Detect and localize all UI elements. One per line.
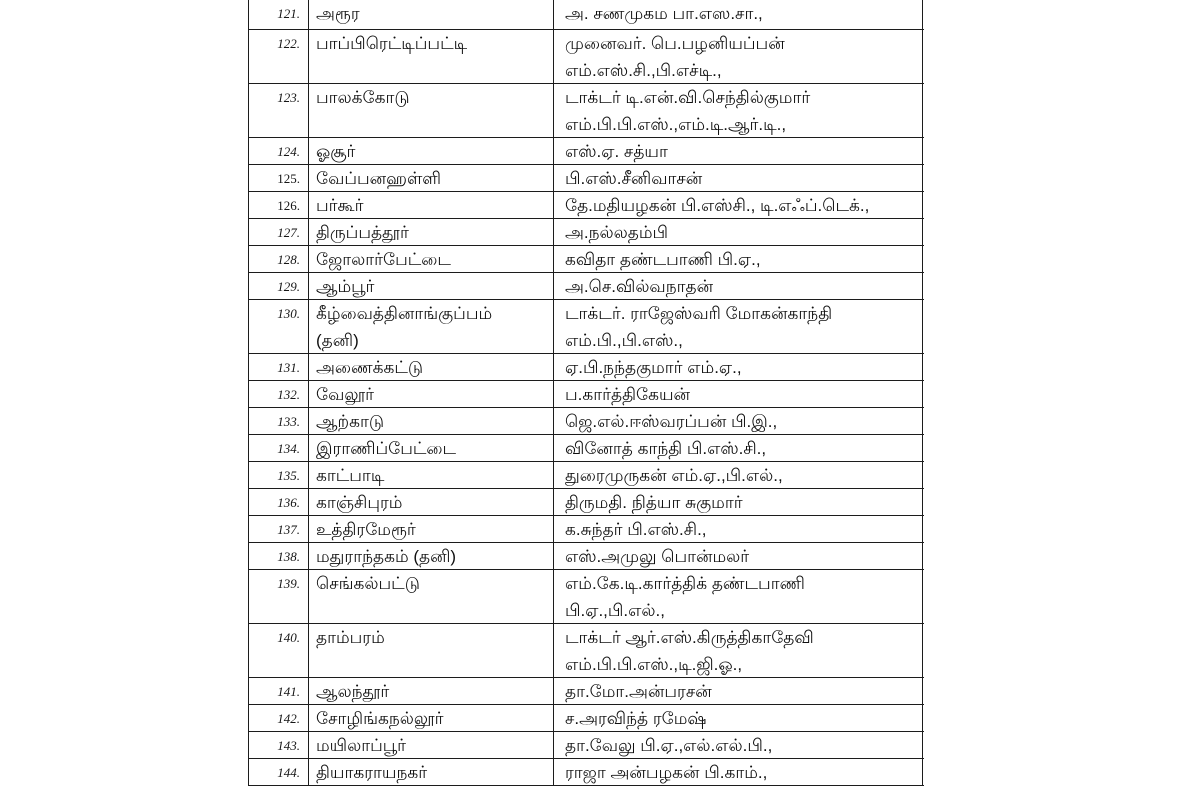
candidate-cell: பி.எஸ்.சீனிவாசன் [554,165,923,191]
constituency-cell: ஓசூர் [309,138,554,164]
candidate-cell: டாக்டர் ஆர்.எஸ்.கிருத்திகாதேவி எம்.பி.பி… [554,624,923,677]
table-row: 128. ஜோலார்பேட்டை கவிதா தண்டபாணி பி.ஏ., [249,246,924,273]
table-row: 134. இராணிப்பேட்டை வினோத் காந்தி பி.எஸ்.… [249,435,924,462]
table-row: 140. தாம்பரம் டாக்டர் ஆர்.எஸ்.கிருத்திகா… [249,624,924,678]
serial-cell: 142. [249,705,309,731]
candidate-cell: எஸ்.ஏ. சத்யா [554,138,923,164]
candidate-cell: தா.வேலு பி.ஏ.,எல்.எல்.பி., [554,732,923,758]
serial-cell: 130. [249,300,309,353]
serial-cell: 126. [249,192,309,218]
constituency-cell: ஆம்பூர் [309,273,554,299]
constituency-cell: சோழிங்கநல்லூர் [309,705,554,731]
constituency-cell: மயிலாப்பூர் [309,732,554,758]
candidate-cell: துரைமுருகன் எம்.ஏ.,பி.எல்., [554,462,923,488]
candidate-cell: தா.மோ.அன்பரசன் [554,678,923,704]
constituency-cell: ஆற்காடு [309,408,554,434]
constituency-cell: செங்கல்பட்டு [309,570,554,623]
serial-cell: 143. [249,732,309,758]
candidate-cell: க.சுந்தர் பி.எஸ்.சி., [554,516,923,542]
table-row: 139. செங்கல்பட்டு எம்.கே.டி.கார்த்திக் த… [249,570,924,624]
serial-cell: 125. [249,165,309,191]
candidate-cell: கவிதா தண்டபாணி பி.ஏ., [554,246,923,272]
candidate-cell: தே.மதியழகன் பி.எஸ்சி., டி.எஃப்.டெக்., [554,192,923,218]
serial-cell: 129. [249,273,309,299]
serial-cell: 133. [249,408,309,434]
constituency-cell: பாலக்கோடு [309,84,554,137]
table-row: 138. மதுராந்தகம் (தனி) எஸ்.அமுலு பொன்மலர… [249,543,924,570]
table-row: 127. திருப்பத்தூர் அ.நல்லதம்பி [249,219,924,246]
table-row: 141. ஆலந்தூர் தா.மோ.அன்பரசன் [249,678,924,705]
serial-cell: 131. [249,354,309,380]
constituency-cell: தியாகராயநகர் [309,759,554,785]
table-row: 121. அரூர அ. சணமுகம பா.எஸ.சா., [249,0,924,30]
constituency-cell: இராணிப்பேட்டை [309,435,554,461]
serial-cell: 128. [249,246,309,272]
table-row: 125. வேப்பனஹள்ளி பி.எஸ்.சீனிவாசன் [249,165,924,192]
serial-cell: 139. [249,570,309,623]
serial-cell: 132. [249,381,309,407]
candidate-cell: டாக்டர். ராஜேஸ்வரி மோகன்காந்தி எம்.பி.,ப… [554,300,923,353]
candidate-cell: ஏ.பி.நந்தகுமார் எம்.ஏ., [554,354,923,380]
serial-cell: 136. [249,489,309,515]
constituency-cell: ஜோலார்பேட்டை [309,246,554,272]
candidate-cell: அ. சணமுகம பா.எஸ.சா., [554,0,923,29]
candidate-cell: ச.அரவிந்த் ரமேஷ் [554,705,923,731]
constituency-cell: ஆலந்தூர் [309,678,554,704]
serial-cell: 134. [249,435,309,461]
candidate-cell: வினோத் காந்தி பி.எஸ்.சி., [554,435,923,461]
candidate-cell: எஸ்.அமுலு பொன்மலர் [554,543,923,569]
candidate-cell: ராஜா அன்பழகன் பி.காம்., [554,759,923,785]
serial-cell: 137. [249,516,309,542]
constituency-cell: மதுராந்தகம் (தனி) [309,543,554,569]
serial-cell: 140. [249,624,309,677]
constituency-cell: வேலூர் [309,381,554,407]
serial-cell: 144. [249,759,309,785]
candidate-cell: எம்.கே.டி.கார்த்திக் தண்டபாணி பி.ஏ.,பி.எ… [554,570,923,623]
constituency-cell: அணைக்கட்டு [309,354,554,380]
candidate-cell: ப.கார்த்திகேயன் [554,381,923,407]
serial-cell: 127. [249,219,309,245]
table-row: 137. உத்திரமேரூர் க.சுந்தர் பி.எஸ்.சி., [249,516,924,543]
constituency-cell: அரூர [309,0,554,29]
serial-cell: 135. [249,462,309,488]
candidate-table: 121. அரூர அ. சணமுகம பா.எஸ.சா., 122. பாப்… [248,0,924,786]
constituency-cell: தாம்பரம் [309,624,554,677]
table-row: 144. தியாகராயநகர் ராஜா அன்பழகன் பி.காம்.… [249,759,924,786]
constituency-cell: கீழ்வைத்தினாங்குப்பம் (தனி) [309,300,554,353]
table-row: 132. வேலூர் ப.கார்த்திகேயன் [249,381,924,408]
candidate-cell: முனைவர். பெ.பழனியப்பன் எம்.எஸ்.சி.,பி.எச… [554,30,923,83]
candidate-cell: டாக்டர் டி.என்.வி.செந்தில்குமார் எம்.பி.… [554,84,923,137]
constituency-cell: காஞ்சிபுரம் [309,489,554,515]
constituency-cell: வேப்பனஹள்ளி [309,165,554,191]
constituency-cell: உத்திரமேரூர் [309,516,554,542]
table-row: 130. கீழ்வைத்தினாங்குப்பம் (தனி) டாக்டர்… [249,300,924,354]
candidate-cell: ஜெ.எல்.ஈஸ்வரப்பன் பி.இ., [554,408,923,434]
constituency-cell: திருப்பத்தூர் [309,219,554,245]
candidate-cell: திருமதி. நித்யா சுகுமார் [554,489,923,515]
serial-cell: 121. [249,0,309,29]
table-row: 136. காஞ்சிபுரம் திருமதி. நித்யா சுகுமார… [249,489,924,516]
constituency-cell: காட்பாடி [309,462,554,488]
serial-cell: 124. [249,138,309,164]
serial-cell: 122. [249,30,309,83]
table-row: 126. பர்கூர் தே.மதியழகன் பி.எஸ்சி., டி.எ… [249,192,924,219]
table-row: 142. சோழிங்கநல்லூர் ச.அரவிந்த் ரமேஷ் [249,705,924,732]
constituency-cell: பர்கூர் [309,192,554,218]
serial-cell: 138. [249,543,309,569]
candidate-cell: அ.நல்லதம்பி [554,219,923,245]
table-row: 122. பாப்பிரெட்டிப்பட்டி முனைவர். பெ.பழன… [249,30,924,84]
table-row: 123. பாலக்கோடு டாக்டர் டி.என்.வி.செந்தில… [249,84,924,138]
table-row: 133. ஆற்காடு ஜெ.எல்.ஈஸ்வரப்பன் பி.இ., [249,408,924,435]
table-row: 143. மயிலாப்பூர் தா.வேலு பி.ஏ.,எல்.எல்.ப… [249,732,924,759]
serial-cell: 123. [249,84,309,137]
serial-cell: 141. [249,678,309,704]
constituency-cell: பாப்பிரெட்டிப்பட்டி [309,30,554,83]
table-row: 129. ஆம்பூர் அ.செ.வில்வநாதன் [249,273,924,300]
table-row: 135. காட்பாடி துரைமுருகன் எம்.ஏ.,பி.எல்.… [249,462,924,489]
table-row: 131. அணைக்கட்டு ஏ.பி.நந்தகுமார் எம்.ஏ., [249,354,924,381]
candidate-cell: அ.செ.வில்வநாதன் [554,273,923,299]
table-row: 124. ஓசூர் எஸ்.ஏ. சத்யா [249,138,924,165]
